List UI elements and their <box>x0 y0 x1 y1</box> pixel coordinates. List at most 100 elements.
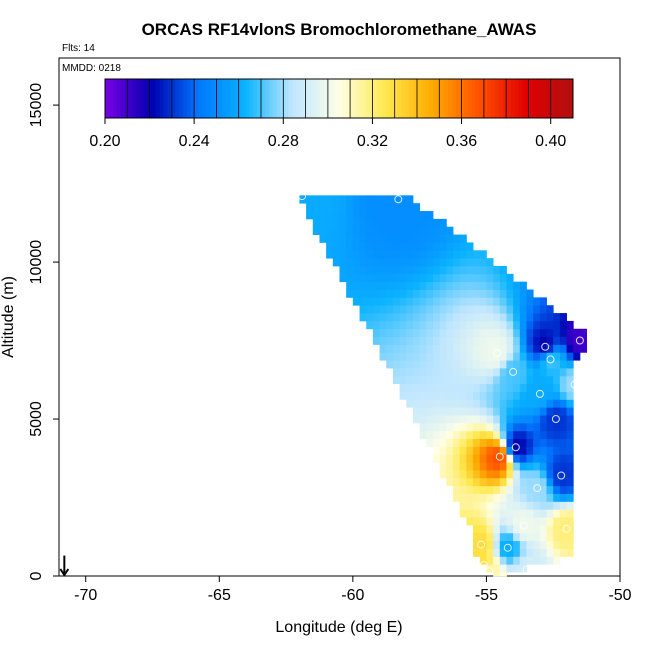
heatmap-cell <box>493 328 501 338</box>
heatmap-cell <box>486 509 494 518</box>
heatmap-cell <box>372 305 380 314</box>
heatmap-cell <box>439 375 447 385</box>
heatmap-cell <box>346 203 354 212</box>
heatmap-cell <box>499 336 507 345</box>
heatmap-cell <box>359 218 367 228</box>
heatmap-cell <box>392 195 401 204</box>
heatmap-cell <box>366 250 374 259</box>
heatmap-cell <box>412 360 421 369</box>
heatmap-cell <box>433 289 441 298</box>
y-tick-label: 15000 <box>28 83 45 128</box>
heatmap-cell <box>379 211 387 220</box>
heatmap-cell <box>519 375 527 385</box>
heatmap-cell <box>412 375 421 385</box>
heatmap-cell <box>506 446 514 455</box>
heatmap-cell <box>419 313 427 322</box>
heatmap-cell <box>479 524 487 534</box>
heatmap-cell <box>379 289 387 298</box>
heatmap-cell <box>526 446 534 455</box>
heatmap-cell <box>559 532 567 542</box>
colorbar-tick-label: 0.28 <box>268 133 299 150</box>
heatmap-cell <box>473 493 481 502</box>
colorbar-segment <box>467 79 472 118</box>
heatmap-cell <box>412 368 421 377</box>
colorbar-segment <box>288 79 293 118</box>
heatmap-cell <box>566 415 574 424</box>
heatmap-cell <box>419 430 427 440</box>
plot-frame <box>58 57 621 577</box>
heatmap-cell <box>366 265 374 275</box>
heatmap-cell <box>533 383 541 392</box>
heatmap-cell <box>513 305 521 314</box>
heatmap-cell <box>513 501 521 510</box>
heatmap-cell <box>446 430 454 440</box>
heatmap-cell <box>426 336 434 345</box>
colorbar-segment <box>378 79 383 118</box>
colorbar-segment <box>339 79 344 118</box>
heatmap-cell <box>453 258 461 267</box>
heatmap-cell <box>493 477 501 487</box>
heatmap-cell <box>319 195 327 204</box>
heatmap-cell <box>473 281 481 290</box>
heatmap-cell <box>513 328 521 338</box>
heatmap-cell <box>493 470 501 479</box>
heatmap-cell <box>379 226 387 235</box>
heatmap-cell <box>359 297 367 306</box>
heatmap-cell <box>406 211 414 220</box>
heatmap-cell <box>453 234 461 243</box>
heatmap-cell <box>339 203 347 212</box>
heatmap-cell <box>406 289 414 298</box>
heatmap-cell <box>493 336 501 345</box>
heatmap-cell <box>446 399 454 408</box>
heatmap-cell <box>506 336 514 345</box>
heatmap-cell <box>486 477 494 487</box>
heatmap-cell <box>493 462 501 471</box>
heatmap-cell <box>339 258 347 267</box>
heatmap-cell <box>419 415 427 424</box>
colorbar-segment <box>456 79 461 118</box>
heatmap-cell <box>426 360 434 369</box>
heatmap-cell <box>433 446 441 455</box>
heatmap-cell <box>433 305 441 314</box>
sample-point <box>519 521 528 530</box>
heatmap-cell <box>499 273 507 283</box>
heatmap-cell <box>499 524 507 534</box>
heatmap-cell <box>566 438 574 447</box>
heatmap-cell <box>519 415 527 424</box>
colorbar-segment <box>303 79 309 118</box>
colorbar-segment <box>105 79 110 118</box>
heatmap-cell <box>453 328 461 338</box>
heatmap-cell <box>459 265 467 275</box>
heatmap-cell <box>486 501 494 510</box>
heatmap-cell <box>533 422 541 432</box>
heatmap-cell <box>486 281 494 290</box>
heatmap-cell <box>526 399 534 408</box>
heatmap-cell <box>533 352 541 361</box>
heatmap-cell <box>479 470 487 479</box>
heatmap-cell <box>453 336 461 345</box>
heatmap-cell <box>533 360 541 369</box>
heatmap-cell <box>392 265 401 275</box>
heatmap-cell <box>399 226 407 235</box>
heatmap-cell <box>513 430 521 440</box>
heatmap-cell <box>419 226 427 235</box>
heatmap-cell <box>499 368 507 377</box>
heatmap-cell <box>533 407 541 416</box>
heatmap-cell <box>473 438 481 447</box>
heatmap-cell <box>546 383 554 392</box>
heatmap-cell <box>546 446 554 455</box>
heatmap-cell <box>479 501 487 510</box>
heatmap-cell <box>339 265 347 275</box>
heatmap-cell <box>499 383 507 392</box>
heatmap-cell <box>466 289 474 298</box>
heatmap-cell <box>439 336 447 345</box>
heatmap-cell <box>486 462 494 471</box>
heatmap-cell <box>466 399 474 408</box>
heatmap-cell <box>433 383 441 392</box>
heatmap-cell <box>573 352 581 361</box>
heatmap-cell <box>466 273 474 283</box>
colorbar-segment <box>502 79 508 118</box>
heatmap-cell <box>519 399 527 408</box>
heatmap-cell <box>459 360 467 369</box>
heatmap-cell <box>412 226 421 235</box>
